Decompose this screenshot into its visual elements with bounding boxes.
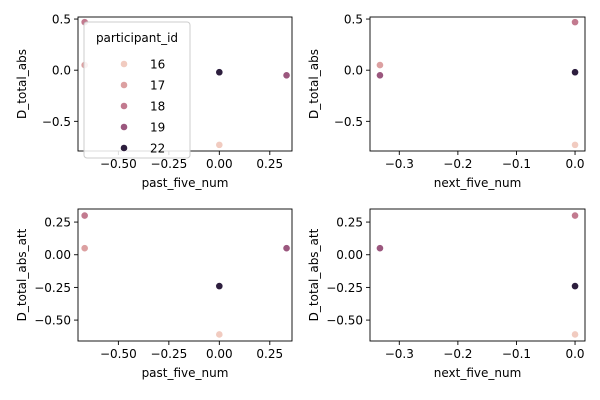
data-point bbox=[376, 244, 384, 253]
data-point bbox=[215, 282, 224, 291]
legend-title: participant_id bbox=[96, 31, 178, 45]
y-axis-label: D_total_abs bbox=[15, 49, 29, 119]
data-point bbox=[80, 211, 89, 220]
y-tick-label: −0.50 bbox=[34, 314, 71, 328]
data-point bbox=[571, 140, 579, 149]
legend-entry-label: 18 bbox=[150, 100, 165, 114]
y-axis-label: D_total_abs bbox=[307, 49, 321, 119]
y-tick-label: −0.25 bbox=[326, 281, 363, 295]
legend-entry-label: 17 bbox=[150, 79, 165, 93]
x-tick-label: 0.0 bbox=[565, 157, 584, 171]
x-tick-label: −0.25 bbox=[150, 347, 187, 361]
data-point bbox=[215, 330, 224, 339]
subplot-2: −0.3 −0.2 −0.1 0.0 −0.5 0.0 0.5 next_five_num D_… bbox=[307, 13, 586, 190]
data-point bbox=[571, 18, 579, 27]
x-axis-label: next_five_num bbox=[434, 176, 522, 190]
y-axis-label: D_total_abs_att bbox=[307, 228, 321, 321]
y-tick-label: 0.25 bbox=[44, 216, 71, 230]
x-axis-label: past_five_num bbox=[142, 366, 229, 380]
subplot-4: −0.3 −0.2 −0.1 0.0 −0.50 −0.25 0.00 0.25 next_fi… bbox=[307, 208, 586, 380]
legend-marker bbox=[120, 123, 128, 131]
axes-frame bbox=[369, 16, 586, 152]
x-tick-label: 0.00 bbox=[206, 157, 233, 171]
x-tick-label: 0.0 bbox=[565, 347, 584, 361]
legend-entry-label: 22 bbox=[150, 142, 165, 156]
x-tick-label: 0.00 bbox=[206, 347, 233, 361]
data-point bbox=[376, 71, 384, 80]
x-tick-label: 0.25 bbox=[256, 347, 283, 361]
y-axis-label: D_total_abs_att bbox=[15, 228, 29, 321]
legend-marker bbox=[120, 81, 128, 89]
legend-box bbox=[83, 21, 191, 159]
data-point bbox=[571, 330, 579, 339]
data-point bbox=[215, 68, 224, 77]
data-point bbox=[282, 71, 291, 80]
x-tick-label: −0.50 bbox=[100, 157, 137, 171]
y-tick-label: 0.25 bbox=[336, 216, 363, 230]
x-tick-label: −0.1 bbox=[502, 157, 531, 171]
x-tick-label: −0.3 bbox=[385, 157, 414, 171]
legend-marker bbox=[120, 102, 128, 110]
subplot-1: −0.50 −0.25 0.00 0.25 −0.5 0.0 0.5 past_five_nu… bbox=[15, 13, 293, 190]
y-tick-label: 0.00 bbox=[336, 248, 363, 262]
x-axis-label: next_five_num bbox=[434, 366, 522, 380]
y-tick-label: 0.00 bbox=[44, 248, 71, 262]
data-point bbox=[215, 140, 224, 149]
axes-frame bbox=[369, 208, 586, 342]
y-tick-label: −0.5 bbox=[334, 115, 363, 129]
y-tick-label: −0.5 bbox=[42, 115, 71, 129]
x-tick-label: −0.50 bbox=[100, 347, 137, 361]
x-tick-label: −0.25 bbox=[150, 157, 187, 171]
legend-entry-label: 19 bbox=[150, 121, 165, 135]
data-point bbox=[282, 244, 291, 253]
data-point bbox=[376, 61, 384, 69]
legend-entry-label: 16 bbox=[150, 58, 165, 72]
x-axis-label: past_five_num bbox=[142, 176, 229, 190]
y-tick-label: 0.5 bbox=[52, 13, 71, 27]
y-tick-label: −0.50 bbox=[326, 314, 363, 328]
data-point bbox=[80, 244, 89, 253]
y-tick-label: −0.25 bbox=[34, 281, 71, 295]
data-point bbox=[571, 68, 579, 77]
x-tick-label: −0.3 bbox=[385, 347, 414, 361]
x-tick-label: −0.2 bbox=[443, 347, 472, 361]
legend: participant_id 16 17 18 19 22 bbox=[83, 21, 191, 159]
y-tick-label: 0.5 bbox=[344, 13, 363, 27]
legend-marker bbox=[120, 60, 128, 68]
x-tick-label: −0.2 bbox=[443, 157, 472, 171]
y-tick-label: 0.0 bbox=[344, 64, 363, 78]
legend-marker bbox=[120, 144, 128, 152]
data-point bbox=[571, 282, 579, 291]
x-tick-label: −0.1 bbox=[502, 347, 531, 361]
y-tick-label: 0.0 bbox=[52, 64, 71, 78]
data-point bbox=[571, 211, 579, 220]
axes-frame bbox=[77, 208, 293, 342]
x-tick-label: 0.25 bbox=[256, 157, 283, 171]
subplot-3: −0.50 −0.25 0.00 0.25 −0.50 −0.25 0.00 0.25 past… bbox=[15, 208, 293, 380]
